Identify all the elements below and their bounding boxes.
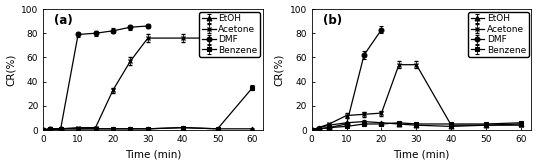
Legend: EtOH, Acetone, DMF, Benzene: EtOH, Acetone, DMF, Benzene bbox=[468, 12, 529, 57]
Legend: EtOH, Acetone, DMF, Benzene: EtOH, Acetone, DMF, Benzene bbox=[199, 12, 260, 57]
Text: (a): (a) bbox=[54, 14, 73, 27]
X-axis label: Time (min): Time (min) bbox=[394, 149, 450, 159]
X-axis label: Time (min): Time (min) bbox=[125, 149, 182, 159]
Y-axis label: CR(%): CR(%) bbox=[274, 53, 284, 86]
Text: (b): (b) bbox=[323, 14, 342, 27]
Y-axis label: CR(%): CR(%) bbox=[5, 53, 16, 86]
